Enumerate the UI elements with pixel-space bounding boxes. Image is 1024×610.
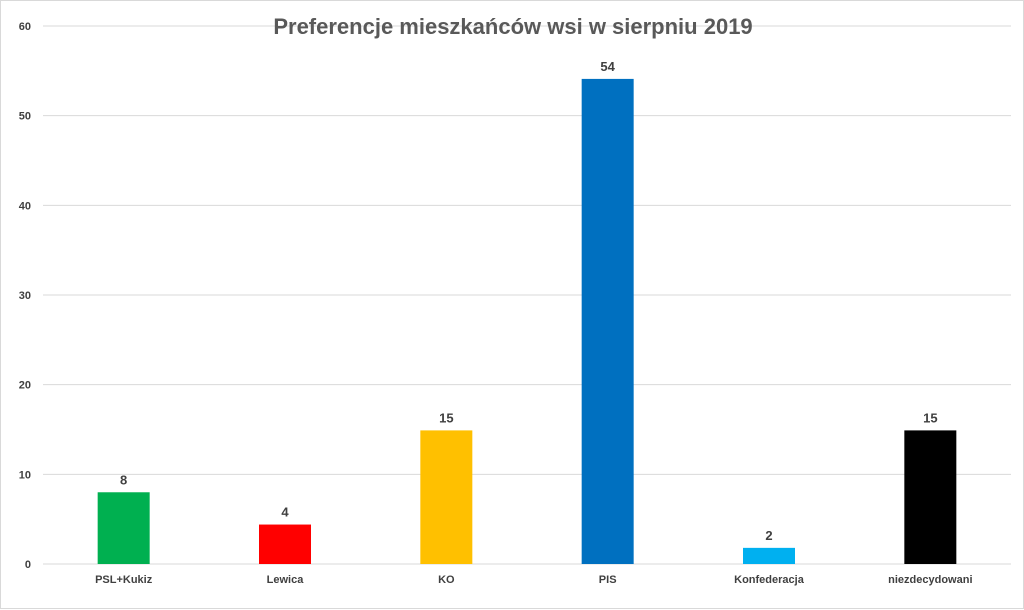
data-label: 2 xyxy=(765,528,772,543)
y-tick-label: 50 xyxy=(19,111,31,123)
x-category-label: PSL+Kukiz xyxy=(95,574,153,586)
bar-niezdecydowani xyxy=(904,430,957,564)
data-label: 4 xyxy=(281,505,289,520)
data-label: 15 xyxy=(923,410,937,425)
data-label: 54 xyxy=(600,59,615,74)
y-axis-ticks: 0 10 20 30 40 50 60 xyxy=(19,21,31,571)
gridlines xyxy=(43,25,1011,565)
bar-psl-kukiz xyxy=(97,492,150,564)
x-category-label: niezdecydowani xyxy=(888,574,972,586)
y-tick-label: 20 xyxy=(19,380,31,392)
y-tick-label: 60 xyxy=(19,21,31,33)
bar-lewica xyxy=(259,524,311,564)
data-label: 8 xyxy=(120,472,127,487)
y-tick-label: 10 xyxy=(19,469,31,481)
data-labels: 8 4 15 54 2 15 xyxy=(120,59,938,543)
y-tick-label: 30 xyxy=(19,290,31,302)
bar-pis xyxy=(581,78,634,565)
x-category-label: Konfederacja xyxy=(734,574,805,586)
bar-ko xyxy=(420,430,473,564)
bars xyxy=(97,78,957,565)
x-category-label: KO xyxy=(438,574,455,586)
x-category-label: Lewica xyxy=(267,574,305,586)
x-axis-categories: PSL+Kukiz Lewica KO PIS Konfederacja niezdecy… xyxy=(95,574,972,586)
y-tick-label: 0 xyxy=(25,559,31,571)
bar-konfederacja xyxy=(743,547,795,564)
y-tick-label: 40 xyxy=(19,200,31,212)
x-category-label: PIS xyxy=(599,574,617,586)
chart-title: Preferencje mieszkańców wsi w sierpniu 2… xyxy=(273,14,752,39)
data-label: 15 xyxy=(439,410,453,425)
